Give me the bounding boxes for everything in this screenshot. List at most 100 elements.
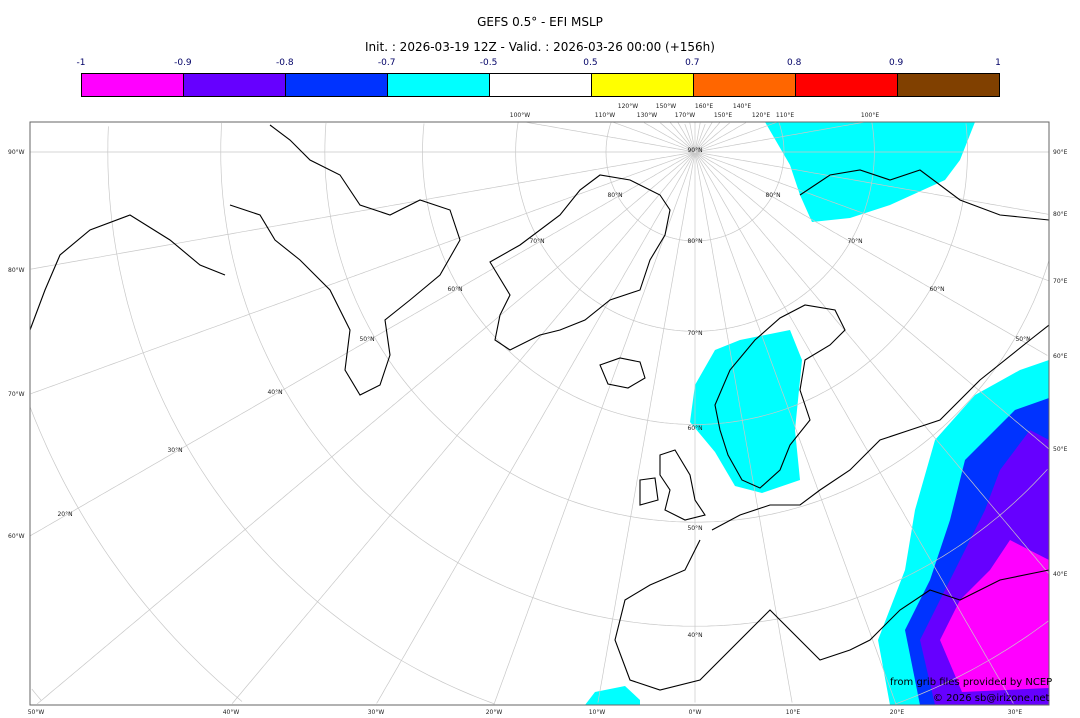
coast-europe — [711, 324, 1049, 531]
meridian — [695, 151, 1049, 215]
graticule-label: 130°W — [637, 112, 657, 119]
efi-area-cyan-south — [585, 686, 640, 705]
colorbar-segment — [898, 74, 999, 96]
meridian — [695, 152, 1049, 574]
graticule-label: 140°E — [733, 103, 751, 110]
graticule-label: 100°E — [861, 112, 879, 119]
graticule-label: 50°N — [359, 336, 374, 343]
colorbar-label: 0.5 — [583, 58, 598, 68]
meridian — [694, 122, 701, 152]
graticule-label: 50°W — [28, 709, 45, 716]
coast-iberia-med — [614, 539, 1049, 691]
colorbar-label: -0.5 — [479, 58, 498, 68]
coast-north-america — [30, 214, 226, 331]
meridian — [695, 152, 1014, 704]
graticule-label: 150°W — [656, 103, 676, 110]
colorbar-segment — [82, 74, 184, 96]
coast-scandinavia — [714, 304, 846, 489]
map-frame — [29, 121, 1050, 706]
coast-arctic-russia — [799, 169, 1049, 221]
graticule-label: 10°W — [589, 709, 606, 716]
colorbar-segment — [796, 74, 898, 96]
graticule-label: 70°W — [8, 391, 25, 398]
meridian — [695, 152, 1049, 450]
meridian — [695, 151, 1049, 282]
meridian — [689, 122, 696, 152]
graticule-label: 120°E — [752, 112, 770, 119]
colorbar-label: 1 — [995, 58, 1001, 68]
colorbar-label: -0.7 — [377, 58, 396, 68]
meridian — [660, 122, 695, 152]
parallel — [31, 688, 42, 701]
graticule-label: 50°N — [1015, 336, 1030, 343]
meridian — [526, 122, 695, 153]
meridian — [231, 152, 695, 704]
meridian — [677, 122, 695, 152]
graticule-label: 80°N — [687, 238, 702, 245]
graticule-label: 50°N — [687, 525, 702, 532]
parallel — [107, 126, 1049, 705]
graticule-label: 70°N — [529, 238, 544, 245]
graticule-label: 40°W — [223, 709, 240, 716]
coastlines — [30, 124, 1049, 691]
efi-area-magenta-east — [940, 540, 1049, 692]
chart-title: GEFS 0.5° - EFI MSLP — [477, 15, 603, 29]
colorbar — [81, 73, 1000, 97]
graticule-label: 150°E — [714, 112, 732, 119]
coast-canada-arctic — [229, 124, 461, 396]
graticule-label: 30°N — [167, 447, 182, 454]
graticule-label: 0°W — [689, 709, 702, 716]
graticule-label: 110°E — [776, 112, 794, 119]
graticule-label: 70°E — [1053, 278, 1068, 285]
parallel — [422, 123, 968, 425]
colorbar-label: 0.8 — [787, 58, 802, 68]
colorbar-segment — [490, 74, 592, 96]
graticule-label: 80°N — [765, 192, 780, 199]
graticule-label: 80°N — [607, 192, 622, 199]
graticule-label: 120°W — [618, 103, 638, 110]
graticule-label: 50°E — [1053, 446, 1068, 453]
graticule-label: 100°W — [510, 112, 530, 119]
graticule-label: 20°W — [486, 709, 503, 716]
graticule-label: 60°W — [8, 533, 25, 540]
graticule-label: 70°N — [847, 238, 862, 245]
meridian — [644, 122, 695, 152]
meridian — [30, 152, 695, 537]
parallel — [220, 122, 1048, 627]
graticule-label: 90°E — [1053, 149, 1068, 156]
colorbar-segment — [286, 74, 388, 96]
graticule-label: 20°E — [890, 709, 905, 716]
colorbar-segment — [694, 74, 796, 96]
graticule-label: 80°W — [8, 267, 25, 274]
graticule-label: 80°E — [1053, 211, 1068, 218]
meridian — [612, 122, 695, 153]
graticule-label: 60°N — [447, 286, 462, 293]
graticule-label: 40°E — [1053, 571, 1068, 578]
colorbar-label: -1 — [76, 58, 86, 68]
colorbar-label: 0.7 — [685, 58, 700, 68]
parallel — [30, 407, 243, 702]
graticule-label: 170°W — [675, 112, 695, 119]
colorbar-label: 0.9 — [888, 58, 904, 68]
meridian — [695, 122, 713, 152]
colorbar-label: -0.9 — [174, 58, 192, 68]
meridian — [597, 152, 696, 703]
graticule-label: 40°N — [687, 632, 702, 639]
graticule-label: 110°W — [595, 112, 615, 119]
parallel — [324, 122, 1049, 523]
graticule-label: 30°W — [368, 709, 385, 716]
meridian — [30, 151, 695, 395]
graticule-label: 70°N — [687, 330, 702, 337]
meridian — [376, 152, 695, 704]
credit-source: from grib files provided by NCEP — [890, 677, 1052, 688]
colorbar-segment — [184, 74, 286, 96]
colorbar-label: -0.8 — [275, 58, 294, 68]
efi-fields — [585, 122, 1049, 705]
meridian — [694, 123, 706, 152]
meridian — [695, 122, 864, 153]
graticule-label: 30°E — [1008, 709, 1023, 716]
meridian — [30, 151, 695, 270]
graticule-label: 60°E — [1053, 353, 1068, 360]
graticule-label: 160°E — [695, 103, 713, 110]
meridian — [694, 152, 793, 703]
